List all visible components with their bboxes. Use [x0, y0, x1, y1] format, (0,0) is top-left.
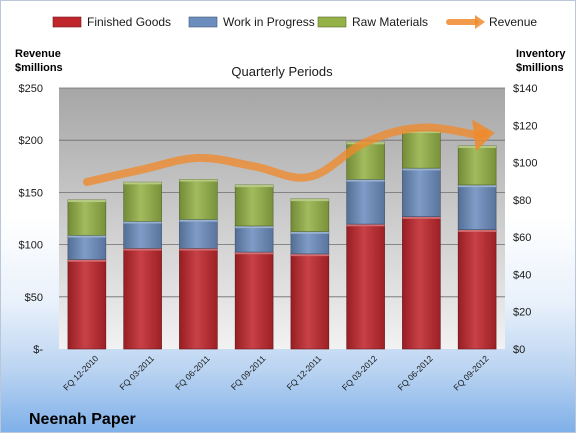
bar-raw-materials: [67, 199, 107, 236]
bar-top-edge: [67, 235, 106, 238]
right-axis-title-line1: Inventory: [516, 48, 566, 60]
bar-work-in-progress: [123, 220, 162, 249]
category-label: FQ 09-2012: [451, 353, 490, 392]
bar-finished-goods: [234, 251, 274, 350]
right-tick-label: $120: [513, 120, 537, 132]
bar-work-in-progress: [179, 219, 218, 249]
category-label: FQ 03-2011: [117, 353, 156, 392]
bar-raw-materials: [290, 198, 330, 232]
bar-work-in-progress: [290, 231, 330, 255]
revenue-line: [82, 119, 495, 186]
left-axis-title-line2: $millions: [15, 62, 63, 74]
company-name: Neenah Paper: [29, 411, 136, 428]
legend: Finished Goods Work in Progress Raw Materi…: [52, 15, 537, 29]
bar-top-edge: [346, 224, 385, 227]
bar-finished-goods: [290, 253, 330, 350]
category-label: FQ 03-2012: [340, 353, 379, 392]
revenue-line-group: [82, 119, 495, 186]
legend-label-finished-goods: Finished Goods: [87, 15, 171, 29]
bar-finished-goods: [402, 216, 441, 350]
bar-top-edge: [402, 168, 441, 171]
bar-top-edge: [290, 231, 329, 234]
right-tick-label: $80: [513, 195, 531, 207]
bar-top-edge: [458, 145, 497, 148]
bar-raw-materials: [123, 181, 162, 222]
bar-work-in-progress: [67, 234, 107, 260]
legend-label-revenue: Revenue: [489, 15, 537, 29]
bar-top-edge: [179, 179, 218, 182]
category-labels: FQ 12-2010 FQ 03-2011 FQ 06-2011 FQ 09-2011…: [61, 353, 491, 392]
right-tick-label: $60: [513, 232, 531, 244]
bar-raw-materials: [457, 145, 497, 186]
legend-label-raw-materials: Raw Materials: [352, 15, 428, 29]
bar-work-in-progress: [402, 167, 441, 217]
bar-top-edge: [346, 179, 385, 182]
bar-finished-goods: [67, 259, 107, 350]
right-tick-label: $20: [513, 307, 531, 319]
category-label: FQ 06-2012: [396, 353, 435, 392]
bar-top-edge: [402, 216, 441, 219]
right-tick-label: $0: [513, 344, 525, 356]
bar-top-edge: [235, 184, 274, 188]
bar-top-edge: [123, 182, 162, 185]
left-axis-title-line1: Revenue: [15, 48, 61, 60]
category-label: FQ 12-2010: [61, 353, 100, 392]
bar-top-edge: [458, 184, 497, 188]
bar-finished-goods: [457, 229, 497, 350]
right-tick-label: $140: [513, 83, 537, 95]
bar-top-edge: [179, 248, 218, 251]
bar-work-in-progress: [457, 184, 497, 230]
category-label: FQ 12-2011: [285, 353, 324, 392]
left-tick-label: $100: [19, 240, 43, 252]
bar-top-edge: [290, 198, 329, 202]
bar-top-edge: [235, 252, 274, 255]
category-label: FQ 06-2011: [173, 353, 212, 392]
bar-top-edge: [458, 229, 497, 232]
bar-top-edge: [123, 248, 162, 251]
bar-top-edge: [67, 259, 106, 262]
left-axis-ticks: $- $50 $100 $150 $200 $250: [19, 83, 44, 356]
left-tick-label: $-: [33, 344, 43, 356]
right-axis-ticks: $0 $20 $40 $60 $80 $100 $120 $140: [513, 83, 537, 356]
legend-swatch-finished-goods: [52, 16, 82, 28]
category-label: FQ 09-2011: [229, 353, 268, 392]
left-tick-label: $150: [19, 187, 43, 199]
bar-top-edge: [67, 199, 106, 203]
left-tick-label: $50: [25, 292, 43, 304]
bar-raw-materials: [402, 130, 441, 169]
legend-swatch-raw-materials: [317, 16, 347, 28]
bar-work-in-progress: [234, 225, 274, 253]
left-tick-label: $200: [19, 135, 43, 147]
bar-work-in-progress: [346, 179, 385, 225]
bar-top-edge: [179, 219, 218, 222]
bar-top-edge: [290, 253, 329, 257]
right-tick-label: $40: [513, 269, 531, 281]
bar-finished-goods: [123, 248, 162, 350]
bar-raw-materials: [234, 184, 274, 227]
legend-arrow: [475, 15, 485, 29]
chart-title: Quarterly Periods: [231, 64, 333, 79]
bar-raw-materials: [179, 179, 218, 220]
bar-finished-goods: [346, 223, 385, 350]
right-axis-title-line2: $millions: [516, 62, 564, 74]
bar-top-edge: [123, 221, 162, 224]
left-tick-label: $250: [19, 83, 43, 95]
bar-top-edge: [235, 225, 274, 229]
bar-finished-goods: [179, 248, 218, 350]
right-tick-label: $100: [513, 158, 537, 170]
bar-top-edge: [402, 130, 441, 134]
legend-swatch-work-in-progress: [188, 16, 218, 28]
legend-label-work-in-progress: Work in Progress: [223, 15, 315, 29]
